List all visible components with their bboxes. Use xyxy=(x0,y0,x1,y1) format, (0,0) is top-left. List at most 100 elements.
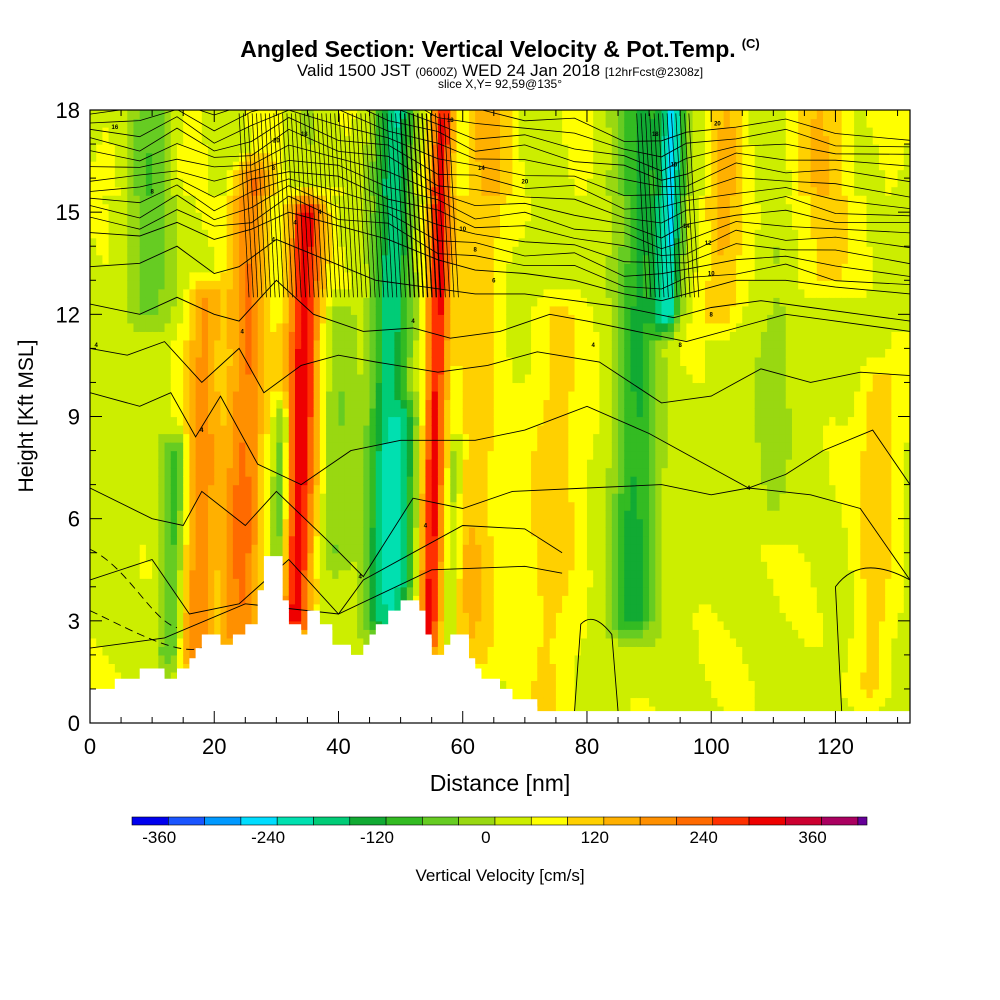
field-cell xyxy=(251,382,259,392)
field-cell xyxy=(108,288,116,298)
field-cell xyxy=(357,442,364,452)
field-cell xyxy=(543,203,551,213)
field-cell xyxy=(425,578,433,588)
field-cell xyxy=(350,110,358,120)
field-cell xyxy=(543,578,551,588)
field-cell xyxy=(419,314,427,324)
field-cell xyxy=(506,561,514,571)
field-cell xyxy=(201,544,209,554)
field-cell xyxy=(475,569,482,579)
field-cell xyxy=(518,229,526,239)
field-cell xyxy=(139,535,147,545)
field-cell xyxy=(313,314,321,324)
field-cell xyxy=(574,620,582,630)
field-cell xyxy=(475,169,482,179)
field-cell xyxy=(500,373,507,384)
field-cell xyxy=(332,620,340,630)
field-cell xyxy=(369,237,377,247)
field-cell xyxy=(531,476,538,486)
field-cell xyxy=(288,510,296,520)
field-cell xyxy=(251,390,259,401)
field-cell xyxy=(555,288,563,298)
field-cell xyxy=(270,382,277,392)
field-cell xyxy=(562,705,569,716)
field-cell xyxy=(257,237,265,247)
field-cell xyxy=(133,663,141,673)
field-cell xyxy=(121,561,128,571)
field-cell xyxy=(319,195,327,205)
field-cell xyxy=(220,339,228,349)
field-cell xyxy=(102,118,110,128)
field-cell xyxy=(444,135,451,145)
field-cell xyxy=(170,552,178,562)
field-cell xyxy=(406,425,414,435)
field-cell xyxy=(301,203,309,213)
field-cell xyxy=(170,569,178,579)
field-cell xyxy=(226,450,234,460)
field-cell xyxy=(145,425,153,435)
field-cell xyxy=(363,501,371,511)
field-cell xyxy=(276,280,284,290)
field-cell xyxy=(245,484,253,494)
field-cell xyxy=(375,561,383,571)
field-cell xyxy=(114,518,122,528)
field-cell xyxy=(549,561,557,571)
field-cell xyxy=(568,127,576,137)
field-cell xyxy=(195,220,203,230)
field-cell xyxy=(102,637,110,647)
field-cell xyxy=(208,348,215,358)
field-cell xyxy=(183,399,190,409)
field-cell xyxy=(183,161,190,171)
field-cell xyxy=(381,561,389,571)
field-cell xyxy=(326,484,333,494)
field-cell xyxy=(555,339,563,349)
field-cell xyxy=(319,186,327,196)
field-cell xyxy=(201,527,209,537)
field-cell xyxy=(369,118,377,128)
field-cell xyxy=(96,620,104,630)
field-cell xyxy=(555,705,563,716)
field-cell xyxy=(114,127,122,137)
field-cell xyxy=(170,646,178,656)
field-cell xyxy=(549,135,557,145)
field-cell xyxy=(537,331,545,341)
field-cell xyxy=(183,356,190,367)
field-cell xyxy=(158,586,166,596)
field-cell xyxy=(90,203,97,213)
field-cell xyxy=(127,212,135,222)
field-cell xyxy=(338,442,346,452)
field-cell xyxy=(239,561,246,571)
field-cell xyxy=(319,578,327,588)
field-cell xyxy=(524,603,532,613)
field-cell xyxy=(487,237,495,247)
field-cell xyxy=(96,322,104,332)
field-cell xyxy=(139,433,147,443)
field-cell xyxy=(512,527,520,537)
field-cell xyxy=(127,527,135,537)
field-cell xyxy=(363,399,371,409)
field-cell xyxy=(108,501,116,511)
field-cell xyxy=(152,254,159,264)
field-cell xyxy=(90,501,97,511)
field-cell xyxy=(543,629,551,639)
field-cell xyxy=(201,535,209,545)
field-cell xyxy=(425,254,433,264)
field-cell xyxy=(512,586,520,596)
field-cell xyxy=(307,501,315,511)
field-cell xyxy=(531,493,538,503)
field-cell xyxy=(363,450,371,460)
field-cell xyxy=(543,263,551,273)
field-cell xyxy=(307,331,315,341)
field-cell xyxy=(270,399,277,409)
field-cell xyxy=(413,152,420,162)
field-cell xyxy=(251,288,259,298)
field-cell xyxy=(493,484,501,494)
field-cell xyxy=(201,356,209,367)
field-cell xyxy=(444,237,451,247)
field-cell xyxy=(158,425,166,435)
field-cell xyxy=(326,493,333,503)
field-cell xyxy=(127,339,135,349)
field-cell xyxy=(220,356,228,367)
field-cell xyxy=(114,671,122,682)
field-cell xyxy=(549,212,557,222)
